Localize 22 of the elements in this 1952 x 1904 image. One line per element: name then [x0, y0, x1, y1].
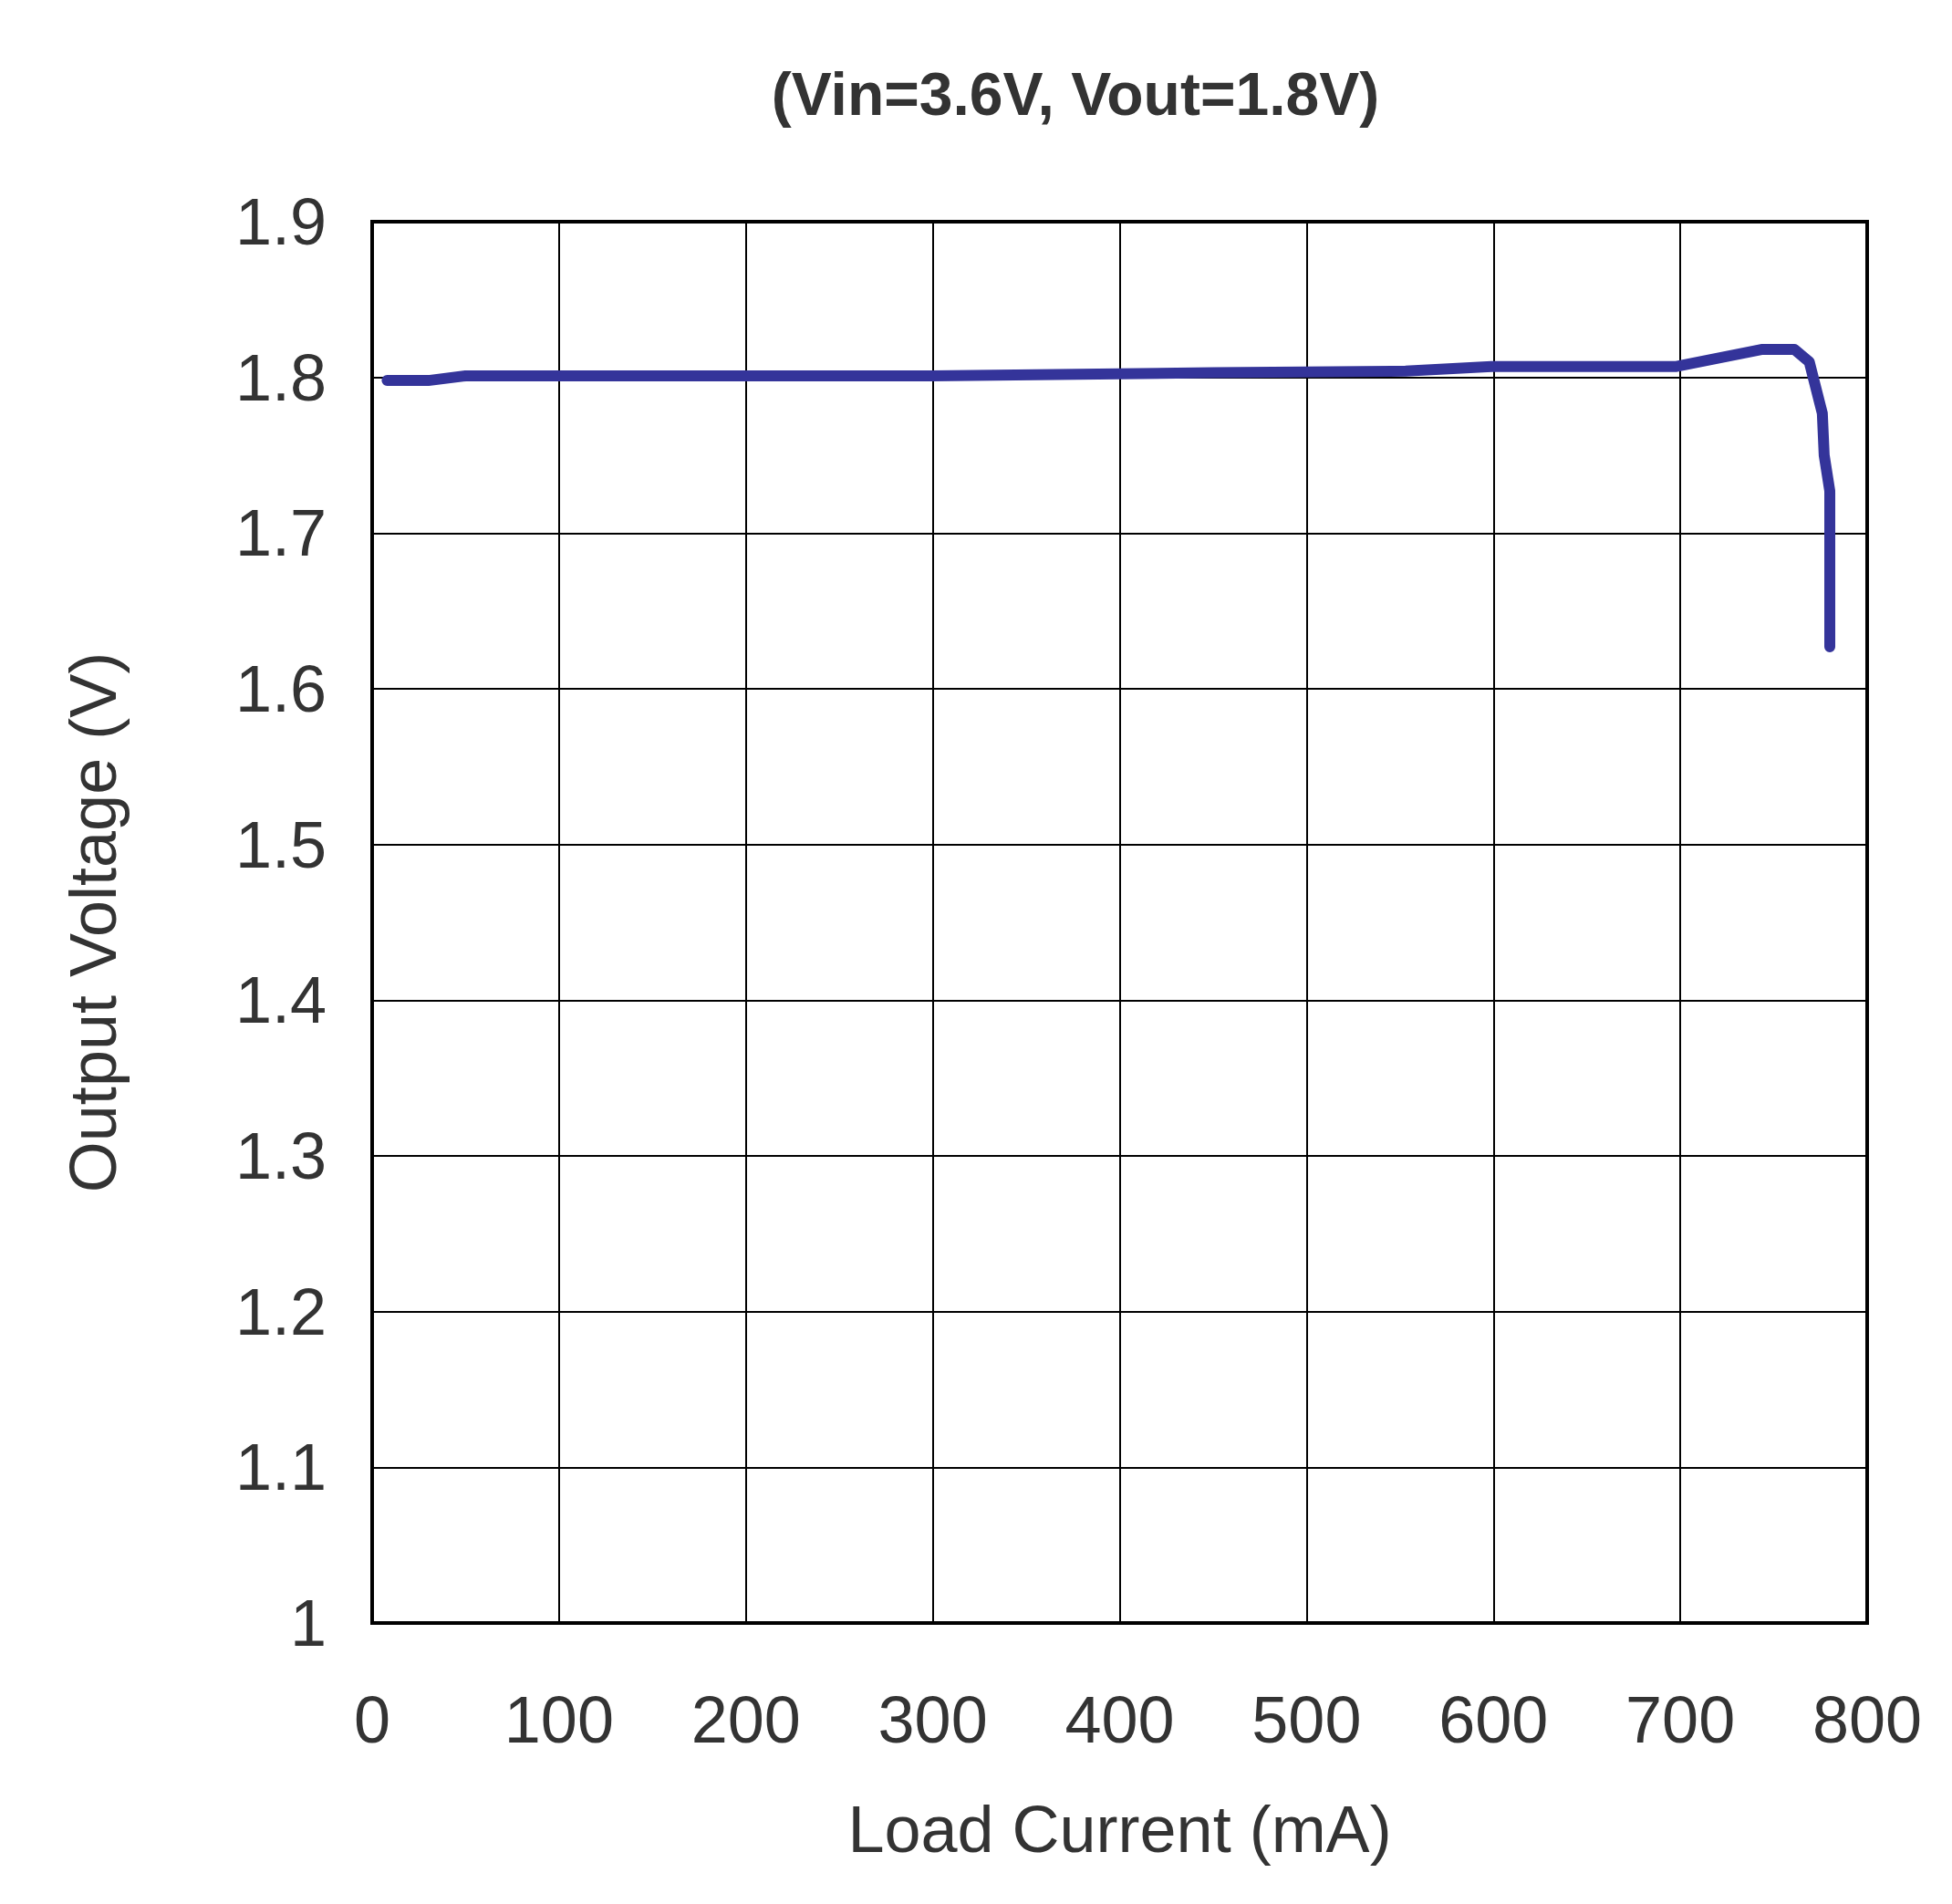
x-tick-label: 700: [1625, 1683, 1736, 1756]
x-tick-label: 200: [690, 1683, 801, 1756]
x-tick-label: 600: [1438, 1683, 1549, 1756]
x-tick-label: 100: [504, 1683, 614, 1756]
x-axis-title: Load Current (mA): [847, 1793, 1392, 1866]
y-tick-label: 1.8: [234, 340, 327, 414]
chart-title: (Vin=3.6V, Vout=1.8V): [771, 60, 1380, 128]
x-tick-label: 400: [1064, 1683, 1175, 1756]
y-tick-label: 1.7: [234, 496, 327, 570]
y-tick-label: 1.4: [234, 963, 327, 1037]
x-tick-label: 500: [1251, 1683, 1362, 1756]
y-tick-label: 1.3: [234, 1119, 327, 1192]
y-tick-label: 1.9: [234, 185, 327, 258]
y-tick-label: 1.6: [234, 652, 327, 725]
x-tick-label: 0: [353, 1683, 391, 1756]
x-tick-label: 800: [1812, 1683, 1923, 1756]
y-axis-title: Output Voltage (V): [57, 651, 130, 1193]
y-tick-label: 1.1: [234, 1431, 327, 1504]
y-tick-label: 1.5: [234, 807, 327, 881]
x-tick-label: 300: [877, 1683, 988, 1756]
y-tick-label: 1: [289, 1587, 327, 1659]
y-tick-label: 1.2: [234, 1275, 327, 1348]
